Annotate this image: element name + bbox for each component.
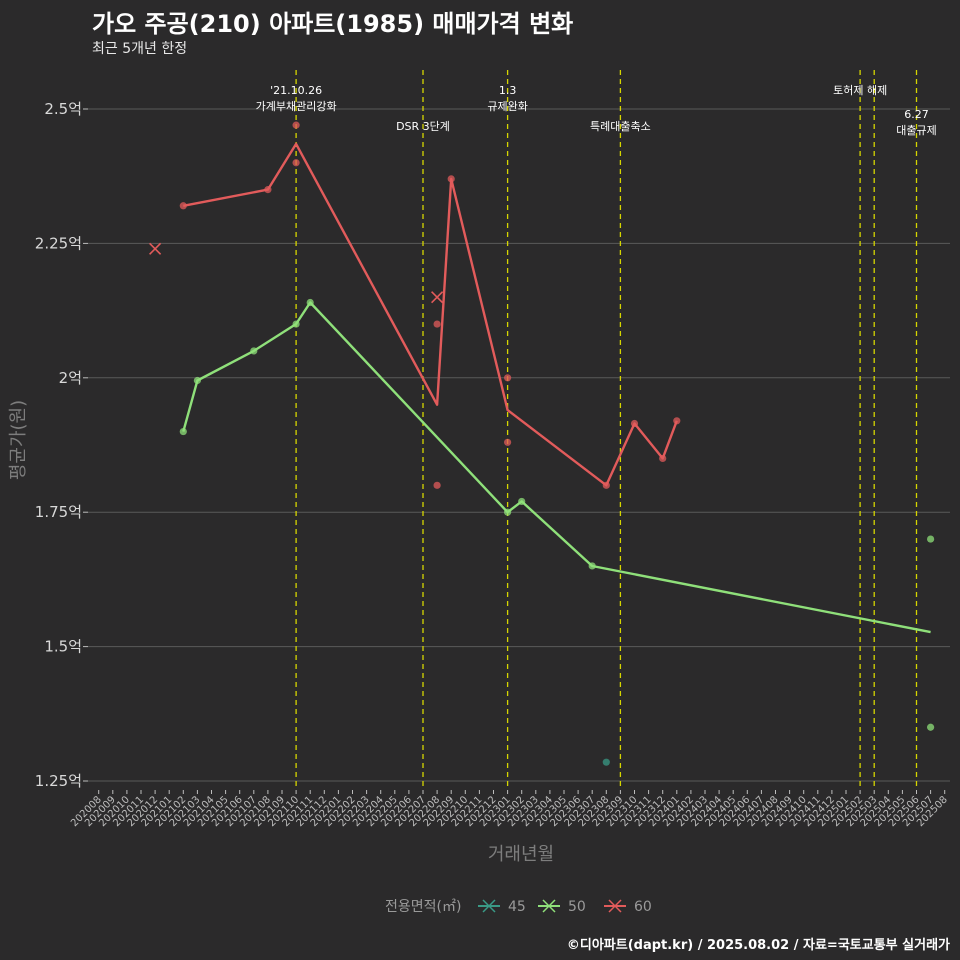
event-label: DSR 3단계 (396, 120, 450, 133)
y-tick-label: 1.5억 (44, 638, 82, 656)
data-point-60 (433, 320, 441, 328)
legend-label-60: 60 (634, 899, 652, 915)
data-point-50 (306, 298, 314, 307)
event-label: 규제완화 (487, 100, 527, 113)
data-point-50 (250, 347, 258, 355)
data-point-50 (518, 497, 526, 506)
data-point-60 (504, 438, 512, 446)
data-point-60 (673, 417, 681, 425)
legend: 전용면적(㎡) 45 50 60 (385, 899, 652, 915)
y-tick-label: 1.75억 (35, 503, 82, 521)
data-point-50 (588, 562, 596, 570)
data-point-45 (602, 758, 610, 766)
cross-stroke (431, 291, 444, 304)
y-tick-label: 2.5억 (44, 100, 82, 118)
chart-title: 가오 주공(210) 아파트(1985) 매매가격 변화 (92, 10, 574, 38)
event-label: 1.3 (499, 84, 517, 97)
data-point-60 (602, 481, 610, 489)
legend-key-50 (538, 899, 560, 913)
data-point-60 (504, 374, 512, 382)
y-tick-label: 2억 (59, 369, 82, 387)
data-point-50 (927, 723, 935, 731)
data-point-60 (433, 481, 441, 489)
axes: 1.25억1.5억1.75억2억2.25억2.5억202008202009202… (35, 100, 950, 829)
series-layer (149, 121, 935, 766)
event-label: 가계부채관리강화 (256, 100, 337, 113)
data-point-60 (630, 419, 639, 428)
chart-subtitle: 최근 5개년 한정 (92, 41, 188, 57)
x-axis-title: 거래년월 (488, 844, 554, 865)
legend-label-50: 50 (568, 899, 586, 915)
grid-lines (88, 108, 950, 782)
data-point-60 (264, 186, 272, 194)
legend-key-cross (482, 899, 496, 913)
y-axis-title: 평균가(원) (8, 400, 29, 480)
data-point-60 (292, 121, 300, 129)
legend-title: 전용면적(㎡) (385, 899, 461, 915)
data-point-60 (447, 175, 455, 183)
legend-label-45: 45 (508, 899, 526, 915)
data-point-60 (659, 454, 667, 463)
data-point-50 (193, 376, 201, 385)
series-line-50 (182, 301, 931, 634)
event-label: 토허제 해제 (833, 83, 887, 97)
data-point-50 (504, 508, 512, 516)
y-tick-label: 2.25억 (35, 234, 82, 252)
legend-key-cross (608, 899, 622, 913)
data-point-50 (927, 535, 935, 543)
series-line-60 (183, 142, 678, 487)
data-point-60 (292, 159, 300, 167)
event-label: 특례대출축소 (590, 120, 651, 133)
legend-key-cross (542, 899, 556, 913)
cross-marker-60 (149, 242, 162, 255)
event-label: '21.10.26 (270, 84, 322, 97)
data-point-50 (292, 320, 300, 328)
event-label: 대출규제 (896, 124, 936, 137)
cross-marker-60 (431, 291, 444, 304)
data-point-60 (179, 202, 187, 210)
data-point-50 (179, 427, 187, 436)
y-tick-label: 1.25억 (35, 772, 82, 790)
source-caption: ©디아파트(dapt.kr) / 2025.08.02 / 자료=국토교통부 실… (566, 938, 950, 953)
legend-key-45 (478, 899, 500, 913)
legend-key-60 (604, 899, 626, 913)
event-label: 6.27 (904, 108, 929, 121)
cross-stroke (149, 242, 162, 255)
